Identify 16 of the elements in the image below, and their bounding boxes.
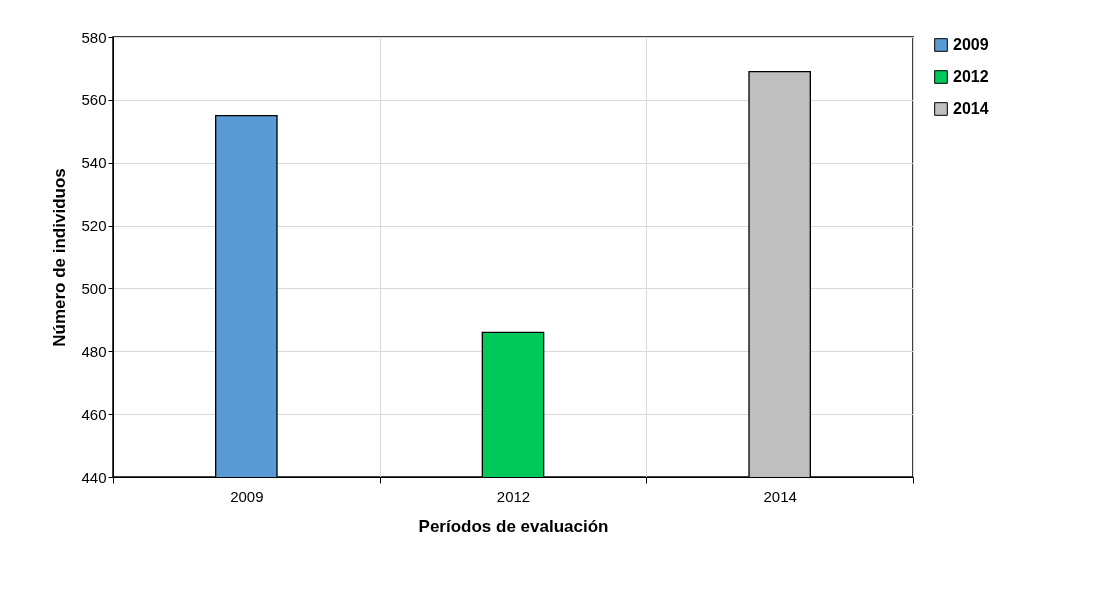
x-axis-title: Períodos de evaluación [418, 516, 609, 536]
legend-label: 2014 [953, 100, 989, 117]
y-axis-title: Número de individuos [50, 168, 70, 347]
y-tick-label: 460 [81, 405, 107, 423]
x-tick-label: 2009 [230, 487, 264, 505]
y-tick-label: 580 [81, 28, 107, 46]
y-tick-label: 480 [81, 342, 107, 360]
x-tick-label: 2014 [763, 487, 797, 505]
y-tick-label: 500 [81, 279, 107, 297]
y-tick-label: 520 [81, 217, 107, 235]
x-tick-label: 2012 [496, 487, 531, 505]
y-tick-label: 440 [81, 468, 107, 486]
y-tick-label: 540 [81, 154, 107, 172]
legend-label: 2009 [953, 36, 989, 53]
legend-label: 2012 [953, 68, 989, 85]
y-tick-label: 560 [81, 91, 107, 109]
